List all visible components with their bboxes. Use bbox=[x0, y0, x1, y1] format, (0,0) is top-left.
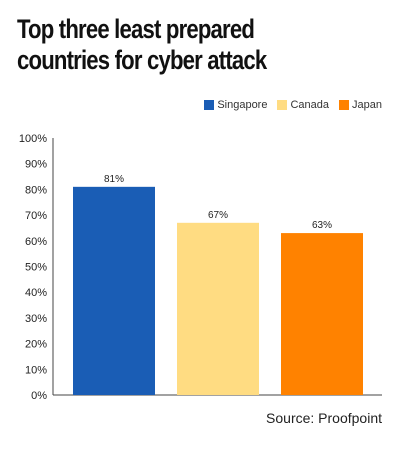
bars: 81% 67% 63% bbox=[73, 174, 363, 395]
legend: Singapore Canada Japan bbox=[194, 99, 382, 111]
data-label-canada: 67% bbox=[208, 210, 228, 221]
y-tick-label: 40% bbox=[25, 287, 47, 299]
source-note: Source: Proofpoint bbox=[266, 410, 382, 426]
y-tick-label: 100% bbox=[19, 133, 47, 145]
y-tick-label: 50% bbox=[25, 262, 47, 274]
legend-item-japan: Japan bbox=[339, 99, 382, 111]
y-tick-label: 80% bbox=[25, 184, 47, 196]
y-tick-label: 60% bbox=[25, 236, 47, 248]
y-tick-label: 90% bbox=[25, 159, 47, 171]
y-tick-label: 0% bbox=[31, 390, 47, 402]
data-label-singapore: 81% bbox=[104, 174, 124, 185]
legend-item-canada: Canada bbox=[277, 99, 329, 111]
legend-swatch-japan bbox=[339, 100, 350, 110]
legend-label-japan: Japan bbox=[352, 99, 382, 111]
legend-label-singapore: Singapore bbox=[217, 99, 268, 111]
legend-label-canada: Canada bbox=[290, 99, 330, 111]
data-label-japan: 63% bbox=[312, 220, 332, 231]
y-tick-label: 20% bbox=[25, 339, 47, 351]
legend-item-singapore: Singapore bbox=[204, 99, 267, 111]
y-tick-label: 70% bbox=[25, 210, 47, 222]
legend-swatch-canada bbox=[277, 100, 288, 110]
bar-singapore bbox=[73, 186, 155, 395]
chart-title: Top three least prepared countries for c… bbox=[17, 14, 267, 75]
bar-canada bbox=[177, 222, 259, 395]
y-tick-label: 10% bbox=[25, 364, 47, 376]
bar-japan bbox=[281, 233, 363, 395]
legend-swatch-singapore bbox=[204, 100, 215, 110]
y-tick-label: 30% bbox=[25, 313, 47, 325]
